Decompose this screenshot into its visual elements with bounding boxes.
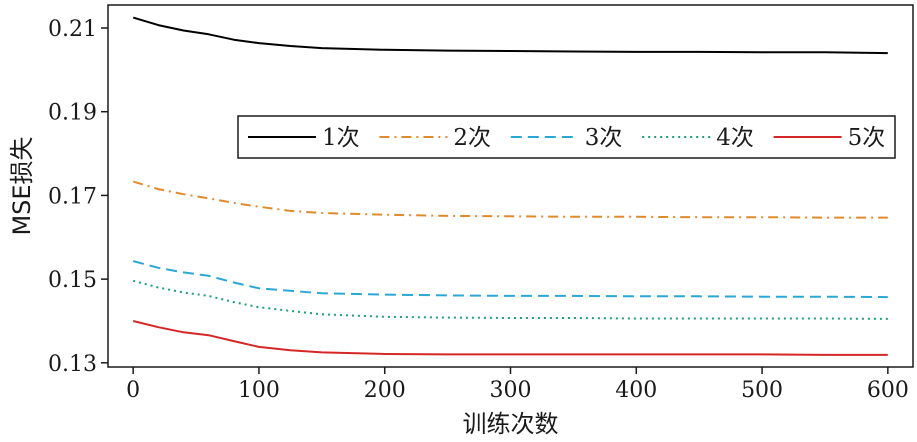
series-line-5: [132, 320, 888, 356]
legend-label: 3次: [585, 125, 623, 151]
legend-label: 2次: [453, 125, 491, 151]
series-layer: [132, 16, 888, 356]
series-line-3: [132, 260, 888, 299]
x-tick-label: 300: [490, 378, 532, 403]
plot-frame: [107, 4, 914, 368]
y-tick-label: 0.17: [48, 184, 97, 209]
y-tick-label: 0.15: [48, 268, 97, 293]
x-tick-label: 200: [364, 378, 406, 403]
series-line-1: [132, 16, 888, 55]
y-tick-label: 0.13: [48, 352, 97, 377]
series-line-2: [132, 180, 888, 219]
x-tick-label: 0: [126, 378, 140, 403]
x-tick-label: 500: [741, 378, 783, 403]
legend-label: 1次: [322, 125, 360, 151]
x-axis-title: 训练次数: [463, 410, 559, 438]
legend-label: 4次: [716, 125, 754, 151]
legend: 1次 2次 3次 4次 5次: [237, 115, 896, 159]
x-tick-label: 100: [238, 378, 280, 403]
x-tick-label: 400: [615, 378, 657, 403]
y-tick-label: 0.21: [48, 17, 97, 42]
y-axis-ticks: 0.13 0.15 0.17 0.19 0.21: [48, 17, 108, 377]
y-tick-label: 0.19: [48, 101, 97, 126]
series-line-4: [132, 279, 888, 320]
x-tick-label: 600: [867, 378, 909, 403]
legend-label: 5次: [848, 125, 886, 151]
x-axis-ticks: 0 100 200 300 400 500 600: [126, 367, 909, 403]
y-axis-title: MSE损失: [8, 136, 36, 235]
